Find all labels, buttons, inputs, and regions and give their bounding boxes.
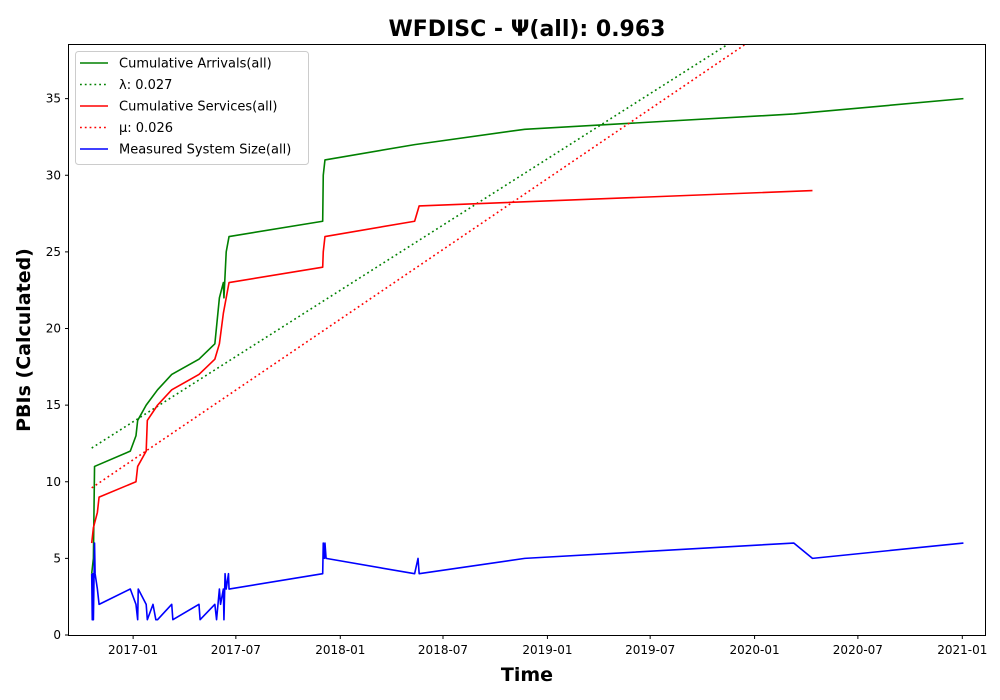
legend-label-4: μ: 0.026 [119, 121, 173, 136]
y-tick-label: 15 [46, 398, 61, 412]
legend-label-3: Cumulative Services(all) [119, 100, 277, 115]
series-line-1 [90, 97, 964, 574]
x-tick-label: 2019-01 [522, 643, 572, 657]
x-tick-label: 2020-01 [730, 643, 780, 657]
y-tick-label: 5 [53, 551, 61, 565]
y-axis-label: PBIs (Calculated) [13, 248, 35, 432]
series-line-2 [91, 45, 728, 449]
y-tick-label: 35 [46, 92, 61, 106]
y-tick-label: 10 [46, 475, 61, 489]
x-axis-label: Time [501, 664, 553, 686]
legend-items: Cumulative Arrivals(all) λ: 0.027 Cumulati… [80, 57, 291, 158]
y-tick-label: 0 [53, 628, 61, 642]
series-line-3 [90, 189, 813, 544]
legend: Cumulative Arrivals(all) λ: 0.027 Cumulati… [75, 51, 309, 165]
chart-title: WFDISC - Ψ(all): 0.963 [389, 17, 666, 42]
x-tick-label: 2019-07 [625, 643, 675, 657]
y-tick-label: 25 [46, 245, 61, 259]
x-tick-label: 2018-07 [418, 643, 468, 657]
x-axis-ticks: 2017-01 2017-07 2018-01 2018-07 2019-01 2019-… [108, 635, 987, 657]
x-tick-label: 2017-07 [211, 643, 261, 657]
legend-label-5: Measured System Size(all) [119, 143, 291, 158]
y-tick-label: 30 [46, 168, 61, 182]
x-tick-label: 2020-07 [833, 643, 883, 657]
x-tick-label: 2021-01 [937, 643, 987, 657]
legend-frame [75, 51, 309, 165]
x-tick-label: 2017-01 [108, 643, 158, 657]
plot-frame [68, 44, 986, 636]
y-tick-label: 20 [46, 322, 61, 336]
series-line-4 [91, 45, 745, 489]
legend-label-2: λ: 0.027 [119, 78, 172, 93]
plot-lines [90, 45, 964, 621]
series-line-5 [90, 542, 964, 621]
x-tick-label: 2018-01 [315, 643, 365, 657]
y-axis-ticks: 0 5 10 15 20 25 30 35 [46, 92, 69, 642]
legend-label-1: Cumulative Arrivals(all) [119, 57, 272, 72]
